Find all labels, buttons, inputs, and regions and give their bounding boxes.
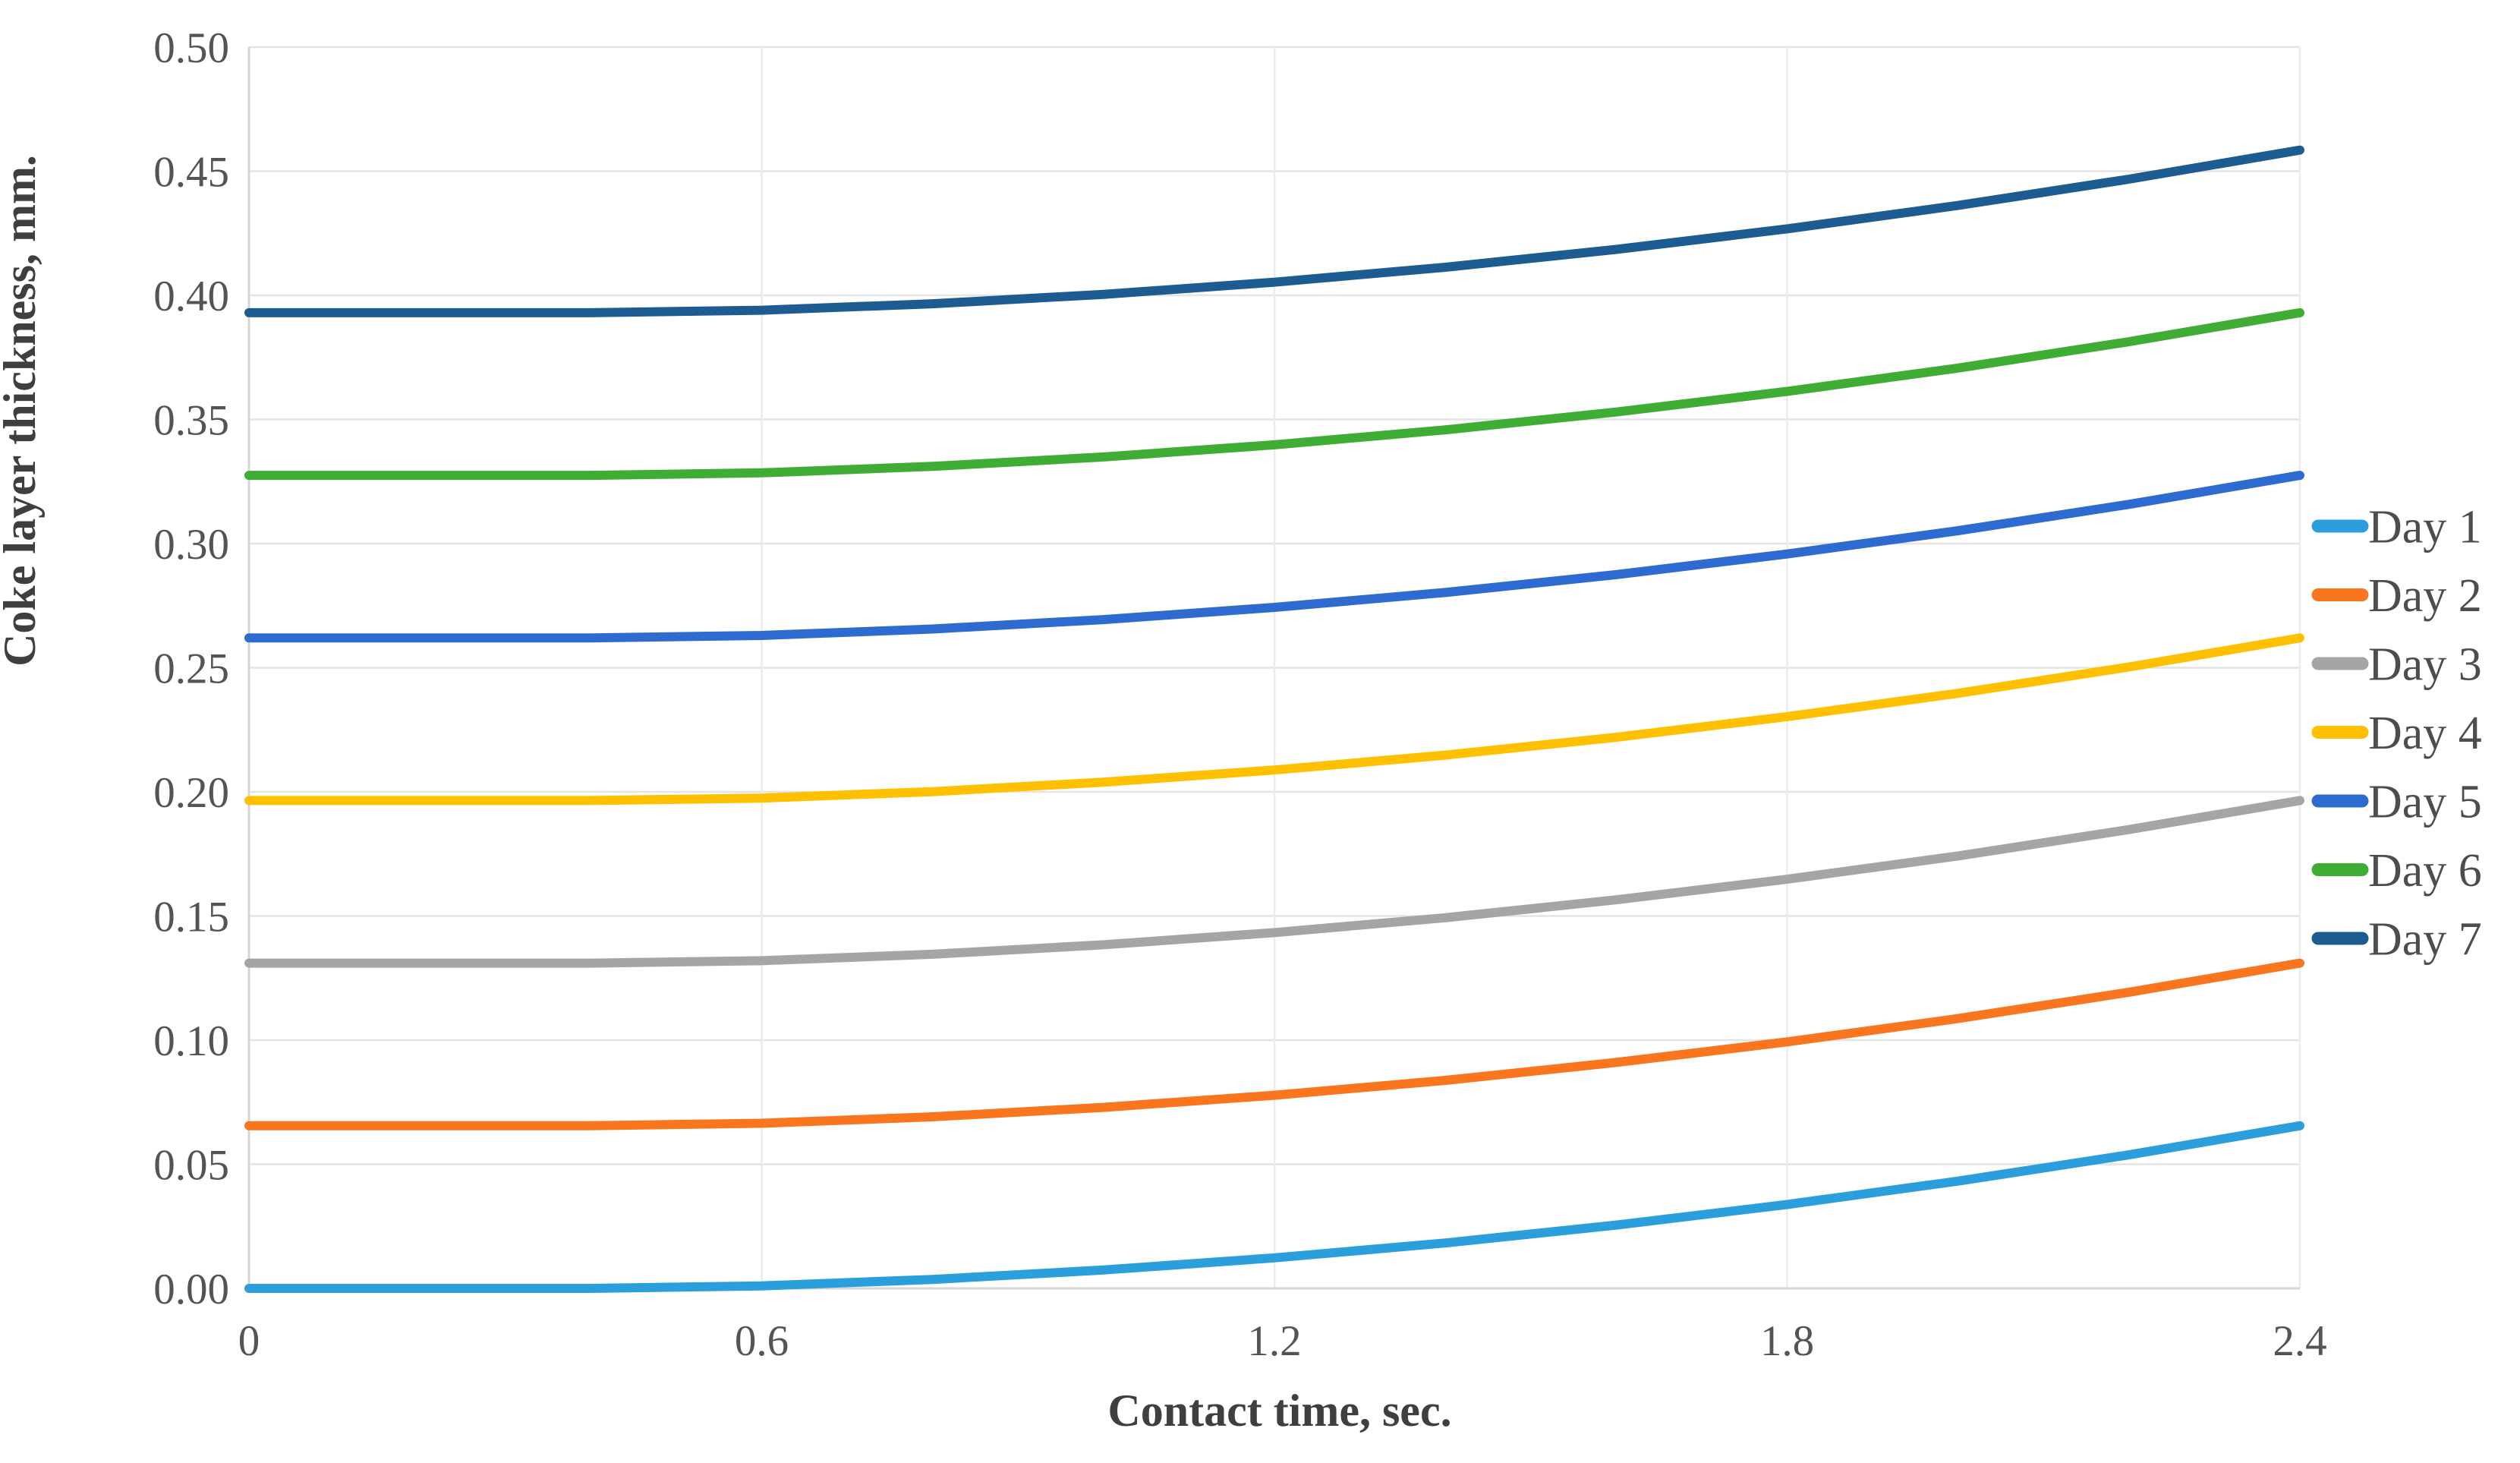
series-layer <box>244 145 2304 1293</box>
y-tick-label: 0.35 <box>153 396 229 444</box>
x-tick-label: 1.8 <box>1760 1317 1814 1365</box>
x-tick-label: 0.6 <box>735 1317 789 1365</box>
legend-item: Day 4 <box>2311 708 2482 759</box>
x-tick-label: 0 <box>238 1317 260 1365</box>
legend-item: Day 6 <box>2311 845 2482 897</box>
x-axis-title: Contact time, sec. <box>1107 1386 1451 1436</box>
legend: Day 1 Day 2 Day 3 Day 4 Day 5 Day 6 Day 7 <box>2311 502 2482 966</box>
y-tick-label: 0.15 <box>153 893 229 941</box>
legend-item-label: Day 7 <box>2368 914 2482 966</box>
y-tick-label: 0.40 <box>153 273 229 320</box>
y-tick-label: 0.25 <box>153 645 229 692</box>
legend-item-label: Day 3 <box>2368 639 2482 691</box>
y-tick-label: 0.10 <box>153 1017 229 1065</box>
series-line-day-6 <box>244 307 2304 481</box>
legend-item-label: Day 5 <box>2368 777 2482 828</box>
series-line-day-1 <box>244 1121 2304 1293</box>
y-tick-label: 0.30 <box>153 521 229 569</box>
y-tick-label: 0.20 <box>153 769 229 817</box>
series-line-day-4 <box>244 633 2304 806</box>
grid-layer <box>247 46 2301 1290</box>
legend-item-label: Day 4 <box>2368 708 2482 759</box>
series-line-day-5 <box>244 471 2304 643</box>
legend-item: Day 7 <box>2311 914 2482 966</box>
y-axis-title: Coke layer thickness, mm. <box>0 155 45 667</box>
legend-item-label: Day 6 <box>2368 845 2482 897</box>
legend-item: Day 3 <box>2311 639 2482 691</box>
legend-item-label: Day 2 <box>2368 570 2482 622</box>
legend-item-label: Day 1 <box>2368 502 2482 553</box>
y-tick-label: 0.50 <box>153 24 229 72</box>
legend-item: Day 5 <box>2311 777 2482 828</box>
x-tick-label: 2.4 <box>2273 1317 2326 1365</box>
legend-item: Day 2 <box>2311 570 2482 622</box>
legend-item: Day 1 <box>2311 502 2482 553</box>
series-line-day-3 <box>244 796 2304 968</box>
series-line-day-7 <box>244 145 2304 317</box>
x-tick-label: 1.2 <box>1247 1317 1301 1365</box>
tick-labels: 0.00 0.05 0.10 0.15 0.20 0.25 0.30 0.35 0.40 0.45… <box>153 24 2326 1365</box>
y-tick-label: 0.00 <box>153 1266 229 1313</box>
series-line-day-2 <box>244 958 2304 1130</box>
y-tick-label: 0.45 <box>153 148 229 196</box>
y-tick-label: 0.05 <box>153 1141 229 1189</box>
